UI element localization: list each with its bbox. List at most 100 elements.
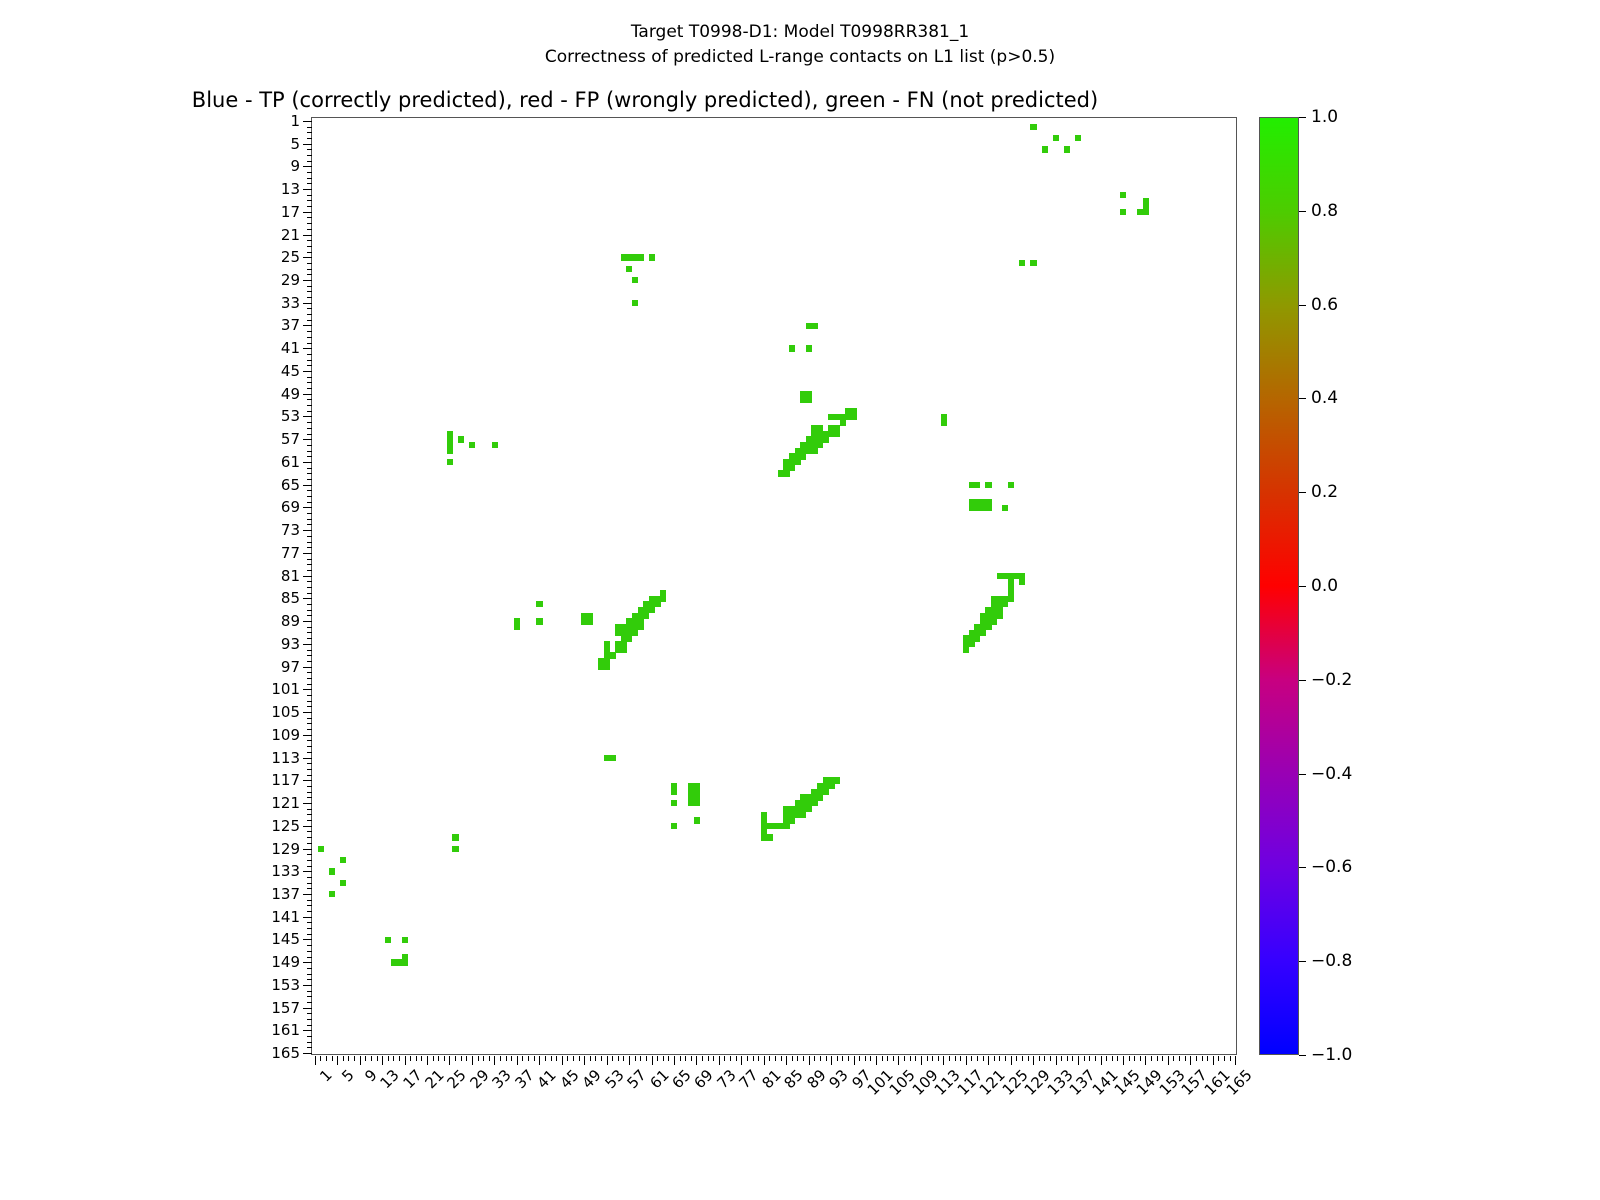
x-tick-minor xyxy=(690,1056,692,1061)
colorbar[interactable]: 1.0 0.8 0.6 0.4 0.2 0.0 −0.2 −0.4 −0.6 −0.8 −1.0 xyxy=(1259,107,1352,1065)
contact-cell xyxy=(581,612,588,619)
contact-cell xyxy=(817,430,824,437)
x-tick-minor xyxy=(544,1056,546,1061)
contact-cell xyxy=(822,436,829,443)
contact-cell xyxy=(631,299,639,307)
contact-cell xyxy=(643,606,650,614)
contact-cell xyxy=(985,606,992,614)
x-tick-minor xyxy=(1229,1056,1231,1061)
y-tick-major xyxy=(303,848,312,850)
y-tick-minor xyxy=(307,808,312,810)
contact-cell xyxy=(974,481,981,489)
y-tick-major xyxy=(303,552,312,554)
y-tick-minor xyxy=(307,859,312,861)
contact-cell xyxy=(659,589,667,597)
contact-cell xyxy=(789,464,796,472)
x-tick-major xyxy=(831,1056,833,1065)
x-tick-minor xyxy=(932,1056,934,1061)
contact-cell xyxy=(1007,481,1015,489)
x-tick-minor xyxy=(505,1056,507,1061)
x-tick-minor xyxy=(500,1056,501,1061)
contact-cell xyxy=(783,822,790,830)
x-tick-minor xyxy=(758,1056,760,1061)
contact-cell xyxy=(620,641,627,648)
contact-cell xyxy=(985,612,992,619)
contact-cell xyxy=(648,595,655,602)
contact-cell xyxy=(817,442,824,449)
contact-cell xyxy=(637,254,644,261)
contact-cell xyxy=(615,623,622,631)
contact-cell xyxy=(974,623,981,631)
contact-cell xyxy=(828,430,835,437)
y-tick-minor xyxy=(307,831,312,833)
x-tick-minor xyxy=(398,1056,400,1061)
contact-cell xyxy=(794,805,801,813)
x-tick-major xyxy=(696,1056,698,1065)
x-tick-minor xyxy=(814,1056,816,1061)
colorbar-tick-label: 0.2 xyxy=(1311,482,1339,503)
y-tick-label: 105 xyxy=(271,703,300,722)
y-tick-major xyxy=(303,643,312,645)
contact-cell xyxy=(979,504,987,511)
x-tick-minor xyxy=(528,1056,530,1061)
x-tick-major xyxy=(337,1056,339,1065)
y-tick-minor xyxy=(307,353,312,355)
x-tick-minor xyxy=(971,1056,973,1061)
y-tick-major xyxy=(303,893,312,895)
y-tick-major xyxy=(303,211,312,213)
contact-cell xyxy=(811,788,818,796)
x-tick-minor xyxy=(713,1056,715,1061)
y-tick-label: 33 xyxy=(280,293,300,312)
contact-cell xyxy=(760,828,768,835)
y-tick-label: 129 xyxy=(271,839,300,858)
contact-cell xyxy=(615,641,622,648)
x-tick-minor xyxy=(393,1056,395,1061)
x-tick-major xyxy=(988,1056,990,1065)
y-tick-minor xyxy=(307,677,312,679)
y-tick-major xyxy=(303,439,312,441)
y-tick-major xyxy=(303,1053,312,1055)
contact-cell xyxy=(1002,595,1009,602)
y-tick-minor xyxy=(307,245,312,247)
contact-cell xyxy=(794,800,801,807)
contact-cell xyxy=(631,629,639,636)
x-tick-major xyxy=(471,1056,473,1065)
contact-cell xyxy=(800,396,807,403)
y-tick-minor xyxy=(307,513,312,515)
x-tick-major xyxy=(763,1056,765,1065)
contact-cell xyxy=(609,652,616,659)
x-tick-minor xyxy=(601,1056,603,1061)
contact-cell xyxy=(671,822,678,830)
contact-cell xyxy=(985,481,992,489)
contact-cell xyxy=(603,641,611,648)
x-tick-minor xyxy=(870,1056,872,1061)
y-tick-label: 57 xyxy=(280,430,300,449)
y-tick-label: 117 xyxy=(271,771,300,790)
contact-cell xyxy=(1064,146,1071,153)
contact-cell xyxy=(401,936,408,943)
y-tick-label: 157 xyxy=(271,998,300,1017)
contact-map-plot[interactable]: 1 5 9 13 17 21 25 29 33 37 41 45 49 53 57 61 65 69 73 77 81 8… xyxy=(271,112,1256,1099)
contact-cell xyxy=(654,595,661,602)
contact-cell xyxy=(693,788,700,796)
contact-cell xyxy=(800,447,807,454)
contact-cell xyxy=(760,817,768,824)
y-tick-label: 77 xyxy=(280,543,300,562)
x-tick-minor xyxy=(1016,1056,1018,1061)
y-tick-label: 5 xyxy=(290,134,300,153)
y-tick-minor xyxy=(307,285,312,287)
y-tick-label: 13 xyxy=(280,180,300,199)
y-tick-label: 93 xyxy=(280,634,300,653)
contact-cell xyxy=(452,834,459,841)
contact-cell xyxy=(452,845,459,852)
contact-cell xyxy=(979,612,987,619)
y-tick-minor xyxy=(307,365,312,367)
y-tick-label: 69 xyxy=(280,498,300,517)
contact-cell xyxy=(968,641,975,648)
y-tick-minor xyxy=(307,490,312,492)
x-tick-minor xyxy=(909,1056,911,1061)
contact-cell xyxy=(979,629,987,636)
contact-cell xyxy=(833,424,841,432)
x-tick-minor xyxy=(1117,1056,1119,1061)
y-tick-major xyxy=(303,803,312,805)
